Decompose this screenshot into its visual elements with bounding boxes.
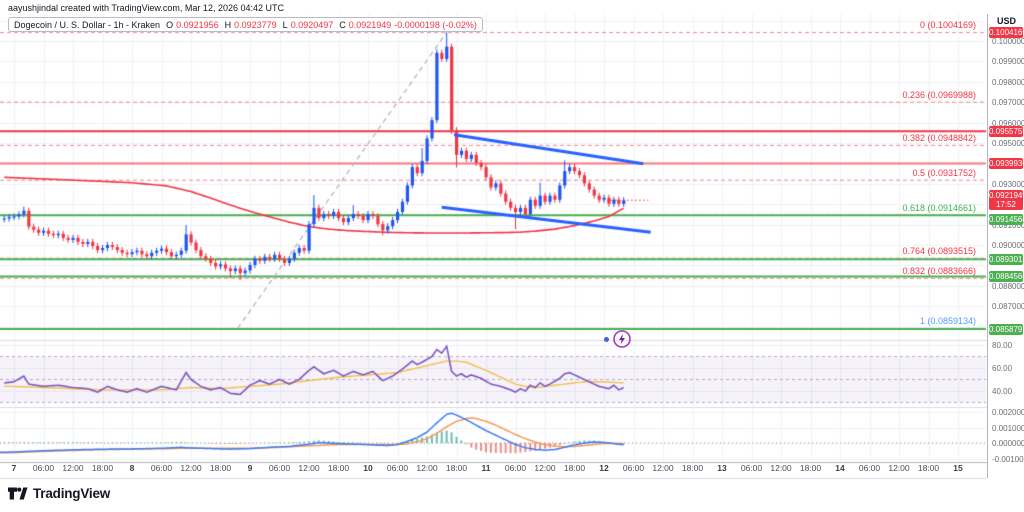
current-price-badge: 0.0921949 17:52 [989,190,1024,211]
time-axis-hour-label[interactable]: 12:00 [652,463,674,473]
time-axis-hour-label[interactable]: 18:00 [445,463,468,473]
time-axis-hour-label[interactable]: 12:00 [180,463,202,473]
fib-level-label: 0.618 (0.0914661) [902,203,976,214]
time-axis-hour-label[interactable]: 12:00 [534,463,556,473]
tradingview-mark-icon [8,487,28,500]
time-axis-hour-label[interactable]: 06:00 [504,463,527,473]
fib-level-label: 0.236 (0.0969988) [902,90,976,101]
price-level-badge: 0.0914564 [989,213,1024,225]
time-axis-hour-label[interactable]: 12:00 [416,463,438,473]
time-axis-hour-label[interactable]: 06:00 [32,463,55,473]
fib-level-label: 0.764 (0.0893515) [902,246,976,257]
price-level-badge: 0.1004169 [989,26,1024,38]
time-axis-day-label[interactable]: 10 [363,463,373,473]
time-axis-day-label[interactable]: 12 [599,463,609,473]
current-price-countdown: 17:52 [995,200,1017,210]
low-label: L [282,19,288,30]
time-axis-day-label[interactable]: 11 [481,463,491,473]
high-label: H [224,19,232,30]
time-axis-hour-label[interactable]: 18:00 [209,463,232,473]
close-value: 0.0921949 [348,19,392,30]
low-value: 0.0920497 [290,19,334,30]
time-axis-hour-label[interactable]: 18:00 [327,463,350,473]
watermark-logo [603,329,637,349]
fib-level-label: 0.5 (0.0931752) [912,168,976,179]
time-axis-hour-label[interactable]: 18:00 [681,463,704,473]
fib-level-label: 0 (0.1004169) [919,20,976,31]
tradingview-wordmark: TradingView [33,486,111,501]
rsi-tick-label: 80.00 [992,341,1013,350]
time-axis-day-label[interactable]: 7 [11,463,17,473]
price-axis[interactable]: USD 0.10000000.09900000.09800000.0970000… [987,14,1024,478]
time-axis-hour-label[interactable]: 06:00 [386,463,409,473]
symbol-title: Dogecoin / U. S. Dollar - 1h - Kraken [14,19,161,30]
time-axis[interactable]: 7 06:00 12:00 18:00 8 06:00 12:00 18:00 9 06:00 12… [0,463,987,478]
credit-line: aayushjindal created with TradingView.co… [8,3,284,13]
time-axis-hour-label[interactable]: 06:00 [622,463,645,473]
open-value: 0.0921956 [176,19,219,30]
rsi-tick-label: 60.00 [992,364,1013,373]
time-axis-hour-label[interactable]: 06:00 [150,463,173,473]
price-tick-label: 0.0870000 [992,302,1024,312]
fib-level-label: 0.382 (0.0948842) [902,133,976,144]
time-axis-day-label[interactable]: 9 [247,463,253,473]
open-label: O [166,19,174,30]
time-axis-day-label[interactable]: 8 [129,463,135,473]
change-value: -0.0000198 (-0.02%) [394,19,477,30]
high-value: 0.0923779 [234,19,277,30]
fib-level-label: 0.832 (0.0883666) [902,266,976,277]
time-axis-hour-label[interactable]: 18:00 [91,463,114,473]
price-level-badge: 0.0858797 [989,323,1024,335]
close-label: C [339,19,346,30]
price-level-badge: 0.0939936 [989,158,1024,170]
time-axis-day-label[interactable]: 15 [953,463,963,473]
time-axis-hour-label[interactable]: 12:00 [298,463,320,473]
time-axis-hour-label[interactable]: 12:00 [888,463,910,473]
current-price-value: 0.0921949 [989,191,1024,201]
time-axis-hour-label[interactable]: 06:00 [268,463,291,473]
time-axis-hour-label[interactable]: 06:00 [858,463,881,473]
price-level-badge: 0.0884560 [989,270,1024,282]
macd-tick-label: 0.0000000 [992,439,1024,448]
time-axis-hour-label[interactable]: 18:00 [799,463,822,473]
watermark-dot [604,337,609,342]
price-level-badge: 0.0955759 [989,125,1024,137]
tradingview-logo[interactable]: TradingView [8,486,110,501]
time-axis-hour-label[interactable]: 06:00 [740,463,763,473]
time-axis-day-label[interactable]: 13 [717,463,727,473]
time-axis-hour-label[interactable]: 18:00 [917,463,940,473]
time-axis-hour-label[interactable]: 12:00 [770,463,792,473]
time-axis-hour-label[interactable]: 12:00 [62,463,84,473]
fib-level-label: 1 (0.0859134) [919,316,976,327]
time-axis-hour-label[interactable]: 18:00 [563,463,586,473]
price-level-badge: 0.0893012 [989,253,1024,265]
rsi-tick-label: 40.00 [992,387,1013,396]
lightning-circle-icon [613,330,631,348]
time-axis-day-label[interactable]: 14 [835,463,845,473]
